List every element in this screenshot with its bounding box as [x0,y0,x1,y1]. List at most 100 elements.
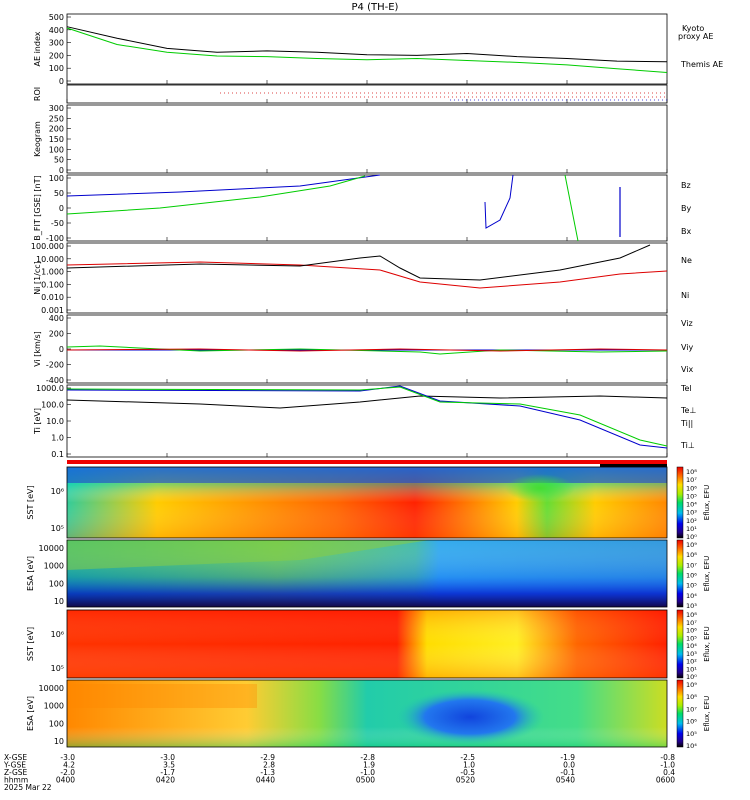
legend-entry: Viz [681,319,693,328]
panel-roi: ROI [33,84,668,104]
colorbar-tick: 10⁰ [686,533,697,541]
colorbar-tick: 10⁸ [686,611,697,619]
y-axis-label: Vi [km/s] [33,331,42,367]
x-tick-label: 4.2 [63,761,75,770]
y-tick-label: 100.0 [41,401,64,410]
x-row-label: Z-GSE [4,768,28,777]
colorbars [676,466,684,748]
spectrogram-ytick: 100 [49,719,64,728]
y-tick-label: 300 [49,104,64,113]
spectrogram-ytick: 10000 [39,684,64,693]
y-tick-label: 200 [49,125,64,134]
spectrogram-ylabel: ESA [eV] [26,556,35,591]
y-tick-label: 100 [49,145,64,154]
spectrogram-ytick: 10⁵ [51,664,64,673]
x-tick-label: -1.0 [660,761,675,770]
y-tick-label: 400 [49,26,64,35]
x-tick-label: -0.8 [660,753,675,762]
x-row-label: 2025 Mar 22 [4,783,52,792]
x-tick-label: 0440 [256,776,275,785]
x-tick-label: 2.8 [263,761,275,770]
legend-entry: Viy [681,343,694,352]
y-tick-label: 1.000 [41,268,64,277]
spectrogram-ytick: 10⁵ [51,524,64,533]
y-tick-label: -400 [46,376,64,385]
spectrogram-ytick: 1000 [44,702,64,711]
colorbar-tick: 10⁷ [686,561,697,569]
spectrogram-ytick: 1000 [44,562,64,571]
x-tick-label: -2.5 [460,753,475,762]
spectrogram-esa-ion [67,540,667,607]
panel-frame [66,242,668,314]
mode-bar [67,460,667,464]
y-axis-label: AE index [33,31,42,66]
y-tick-label: 400 [49,314,64,323]
x-tick-label: -1.7 [160,768,175,777]
x-tick-label: -2.8 [360,753,375,762]
x-tick-label: 0540 [556,776,575,785]
legend-entry: Ti⊥ [680,441,695,450]
y-tick-label: 50 [54,189,64,198]
viz-line [66,348,668,352]
colorbar-tick: 10⁶ [686,718,697,726]
y-tick-label: 100.000 [31,242,64,251]
panel-velocity: 400 200 0 -200 -400 Vi [km/s] Vix Viy Viz [33,314,694,385]
legend-entry: Ne [681,256,692,265]
panel-temperature: 1000.0 100.0 10.0 1.0 0.1 Ti [eV] Tel Te⊥ Ti|| Ti… [33,384,696,459]
x-tick-label: -1.3 [260,768,275,777]
colorbar-tick: 10⁶ [686,572,697,580]
colorbar-tick: 10² [686,658,697,666]
figure-title: P4 (TH-E) [352,2,399,13]
colorbar-tick: 10² [686,517,697,525]
ni-line [66,244,651,281]
te-line [66,395,668,409]
spectrogram-ytick: 10000 [39,544,64,553]
colorbar-tick: 10⁴ [686,742,697,750]
legend-entry: Ti|| [680,419,693,428]
x-tick-label: 0.4 [663,768,675,777]
y-tick-label: 500 [49,13,64,22]
spectrogram-ylabel: ESA [eV] [26,696,35,731]
y-tick-label: -50 [51,219,64,228]
colorbar-tick: 10⁸ [686,693,697,701]
colorbar-tick: 10⁴ [686,592,697,600]
colorbar-tick: 10³ [686,509,697,517]
bx-line-2 [484,174,514,229]
y-axis-label: B_FIT [GSE] [nT] [33,175,42,240]
ti-par-line [66,386,668,447]
x-tick-label: 0400 [56,776,75,785]
y-tick-label: -100 [46,234,64,243]
panel-frame [66,384,668,458]
colorbar-tick: 10³ [686,602,697,610]
y-tick-label: 10.0 [46,417,64,426]
colorbar-tick: 10⁷ [686,705,697,713]
legend-entry: Tel [680,384,692,393]
colorbar-tick: 10⁶ [686,484,697,492]
legend-entry: Vix [681,365,694,374]
y-tick-label: 250 [49,114,64,123]
spectrogram-ytick: 10⁶ [51,487,64,496]
legend-entry: By [681,204,691,213]
mode-bar-black [600,464,667,467]
bx-line [66,174,381,197]
y-axis-label: ROI [33,87,42,101]
colorbar-tick: 10⁸ [686,468,697,476]
spectrogram-frame [66,679,668,748]
colorbar-tick: 10⁰ [686,673,697,681]
colorbar-tick: 10⁷ [686,619,697,627]
kyoto-ae-line [66,27,668,73]
y-tick-label: 150 [49,135,64,144]
ne-line [66,261,668,289]
ti-perp-line [66,385,668,449]
y-tick-label: 0 [59,345,64,354]
x-tick-label: -3.0 [60,753,75,762]
colorbar-label: Eflux, EFU [703,556,711,591]
x-tick-label: 0520 [456,776,475,785]
colorbar-tick: 10⁵ [686,492,697,500]
colorbar-label: Eflux, EFU [703,696,711,731]
colorbar-label: Eflux, EFU [703,626,711,661]
spectrogram-frame [66,466,668,539]
